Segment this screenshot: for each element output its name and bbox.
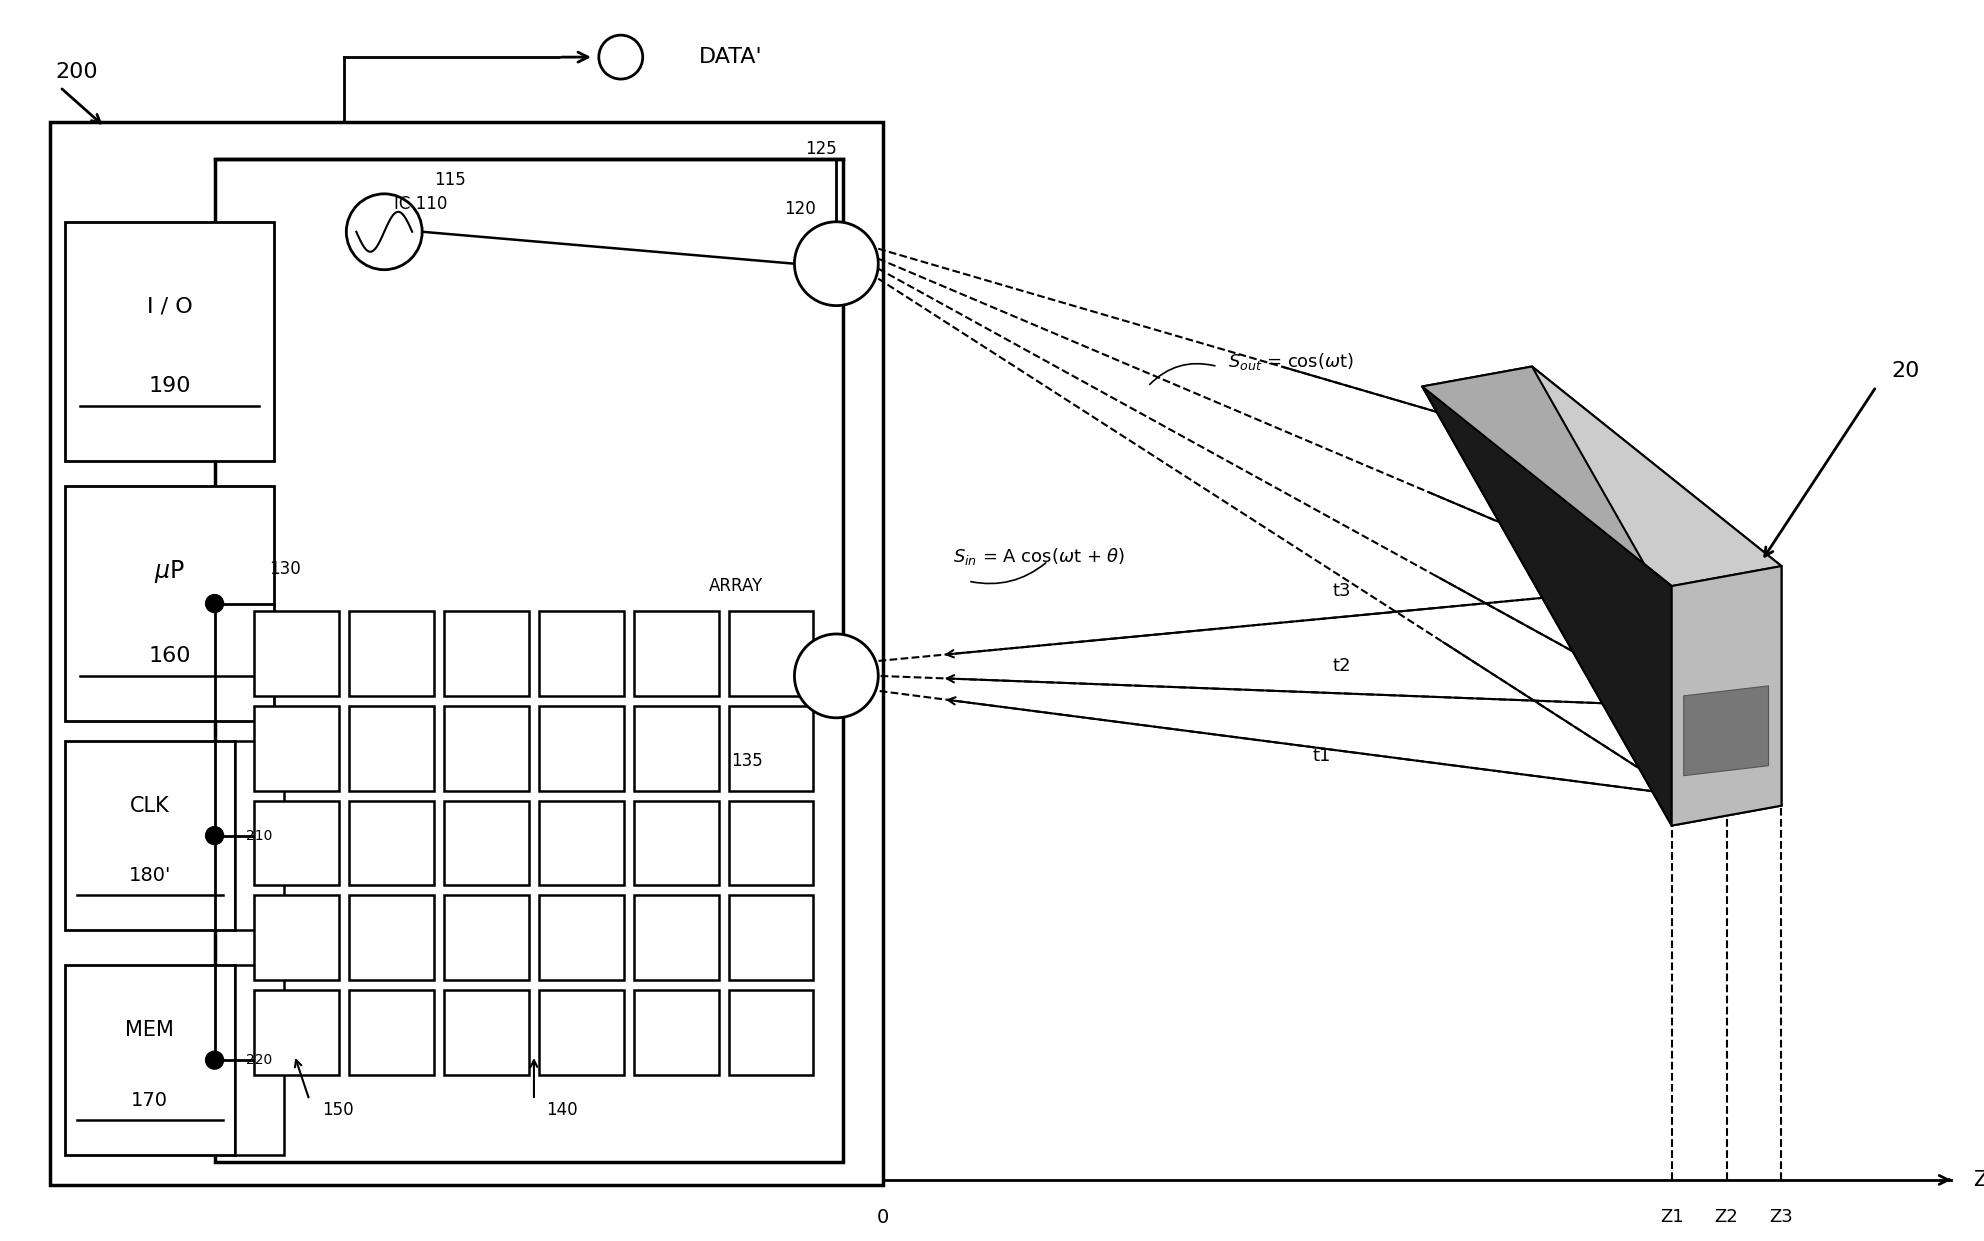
Bar [728, 706, 813, 791]
Text: 0: 0 [877, 1207, 889, 1227]
Bar [349, 800, 434, 886]
Text: I / O: I / O [147, 297, 192, 316]
Bar [349, 990, 434, 1075]
Text: $S_{out}$ = cos($\omega$t): $S_{out}$ = cos($\omega$t) [1228, 351, 1353, 372]
Bar [349, 706, 434, 791]
Bar [349, 896, 434, 980]
Text: CLK: CLK [129, 795, 169, 815]
Text: $\mu$P: $\mu$P [155, 557, 185, 585]
Text: 220: 220 [246, 1054, 272, 1067]
Text: Z1: Z1 [1661, 1207, 1684, 1226]
Circle shape [206, 827, 224, 845]
Text: IC 110: IC 110 [395, 195, 448, 212]
Bar [349, 611, 434, 696]
Bar [234, 741, 284, 931]
Text: 180': 180' [129, 866, 171, 885]
Bar [633, 800, 718, 886]
Bar [540, 611, 623, 696]
Bar [254, 896, 339, 980]
Bar [65, 486, 274, 721]
Bar [633, 706, 718, 791]
Text: 140: 140 [546, 1101, 577, 1119]
Text: $S_{in}$ = A cos($\omega$t + $\theta$): $S_{in}$ = A cos($\omega$t + $\theta$) [952, 546, 1125, 567]
Circle shape [206, 594, 224, 613]
Text: 135: 135 [732, 752, 764, 769]
Bar [254, 611, 339, 696]
Bar [254, 800, 339, 886]
Polygon shape [1423, 386, 1673, 825]
Text: 170: 170 [131, 1091, 169, 1109]
Bar [728, 990, 813, 1075]
Polygon shape [1423, 366, 1782, 825]
Bar [540, 800, 623, 886]
Bar [444, 990, 530, 1075]
Text: t1: t1 [1311, 747, 1331, 764]
Bar [444, 800, 530, 886]
Bar [633, 990, 718, 1075]
Bar [540, 706, 623, 791]
Text: t3: t3 [1333, 582, 1351, 601]
Text: Z3: Z3 [1770, 1207, 1794, 1226]
Circle shape [206, 1051, 224, 1069]
Bar [254, 990, 339, 1075]
Text: 160: 160 [149, 645, 190, 666]
Bar [633, 896, 718, 980]
Circle shape [794, 634, 879, 717]
Text: 190: 190 [149, 376, 190, 396]
Bar [234, 965, 284, 1155]
Text: 200: 200 [56, 62, 97, 82]
Text: 150: 150 [323, 1101, 355, 1119]
Bar [444, 611, 530, 696]
Text: Z: Z [1974, 1170, 1984, 1190]
Text: 120: 120 [784, 200, 815, 218]
Polygon shape [1423, 366, 1782, 586]
Bar [728, 611, 813, 696]
Bar [65, 741, 234, 931]
Bar [65, 965, 234, 1155]
Polygon shape [1673, 566, 1782, 825]
Text: ARRAY: ARRAY [708, 577, 764, 596]
Bar [540, 990, 623, 1075]
Bar [65, 222, 274, 462]
Circle shape [794, 222, 879, 305]
Bar [444, 706, 530, 791]
Bar [50, 122, 883, 1185]
Bar [633, 611, 718, 696]
Bar [540, 896, 623, 980]
Polygon shape [1684, 686, 1768, 776]
Bar [728, 800, 813, 886]
Text: 130: 130 [270, 560, 302, 577]
Bar [254, 706, 339, 791]
Text: 125: 125 [806, 140, 837, 158]
Text: t2: t2 [1333, 656, 1351, 675]
Text: 210: 210 [246, 829, 272, 843]
Bar [728, 896, 813, 980]
Text: 115: 115 [434, 171, 466, 189]
Text: MEM: MEM [125, 1020, 175, 1040]
Bar [214, 159, 843, 1162]
Text: DATA': DATA' [698, 47, 762, 67]
Text: 20: 20 [1891, 361, 1921, 381]
Polygon shape [1532, 366, 1782, 805]
Text: Z2: Z2 [1714, 1207, 1738, 1226]
Bar [444, 896, 530, 980]
